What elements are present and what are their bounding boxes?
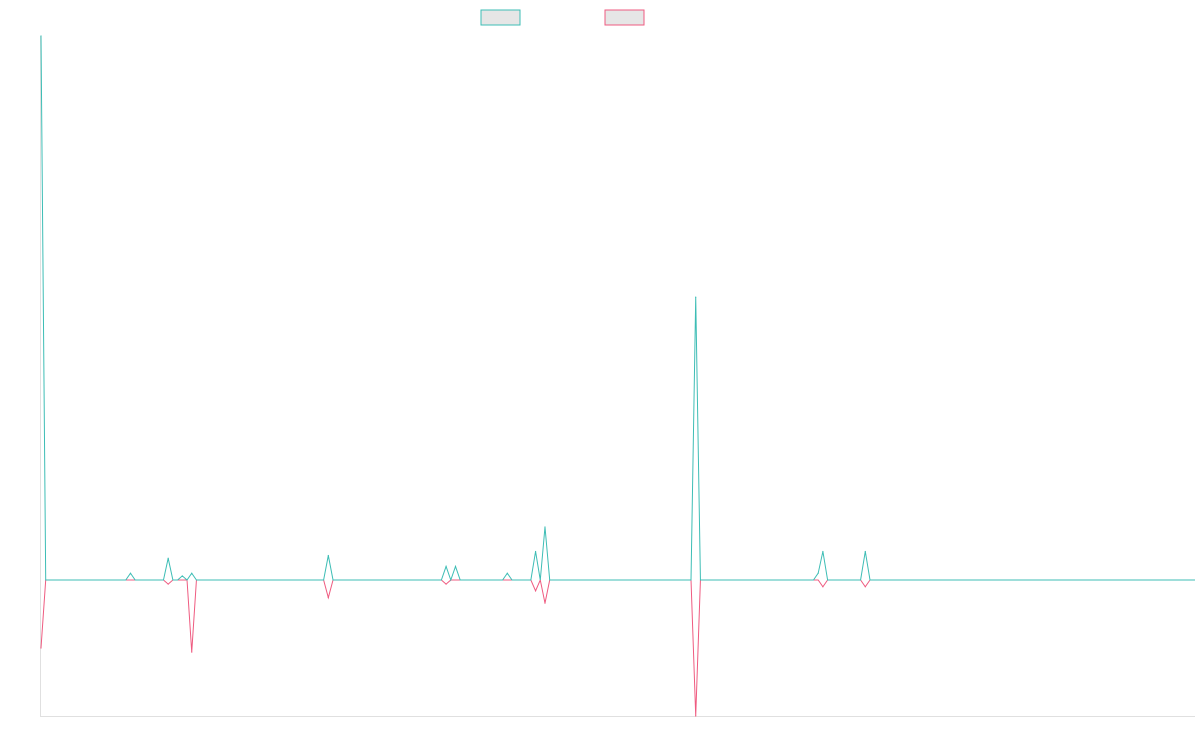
series-b-point[interactable] [167,583,169,585]
series-a-point[interactable] [129,572,132,574]
series-b-point[interactable] [695,715,697,717]
series-a-point[interactable] [454,565,457,568]
series-b-line[interactable] [40,578,1195,717]
series-a-point[interactable] [695,296,697,298]
series-b-point[interactable] [445,583,447,585]
series-a-line[interactable] [40,35,1195,582]
series-b-point[interactable] [40,647,42,649]
series-b-point[interactable] [327,597,329,599]
series-a-point[interactable] [544,526,546,528]
series-layer [40,35,1195,717]
series-b-point[interactable] [191,651,193,653]
series-a-point[interactable] [191,572,193,574]
series-a-point[interactable] [181,575,183,577]
series-a-point[interactable] [167,557,169,559]
series-a-point[interactable] [506,572,508,574]
series-a-point[interactable] [40,35,42,37]
series-a-point[interactable] [822,550,824,553]
legend-swatch-series-b[interactable] [604,9,645,26]
series-b-point[interactable] [864,586,866,588]
legend [480,9,645,26]
series-b-point[interactable] [822,586,824,588]
series-a-point[interactable] [864,550,866,553]
series-b-point[interactable] [534,590,537,592]
legend-swatch-series-a[interactable] [480,9,521,26]
series-a-point[interactable] [445,565,447,568]
series-a-point[interactable] [327,554,329,557]
series-b-point[interactable] [544,602,546,604]
series-a-point[interactable] [817,572,819,574]
series-a-point[interactable] [534,550,537,553]
